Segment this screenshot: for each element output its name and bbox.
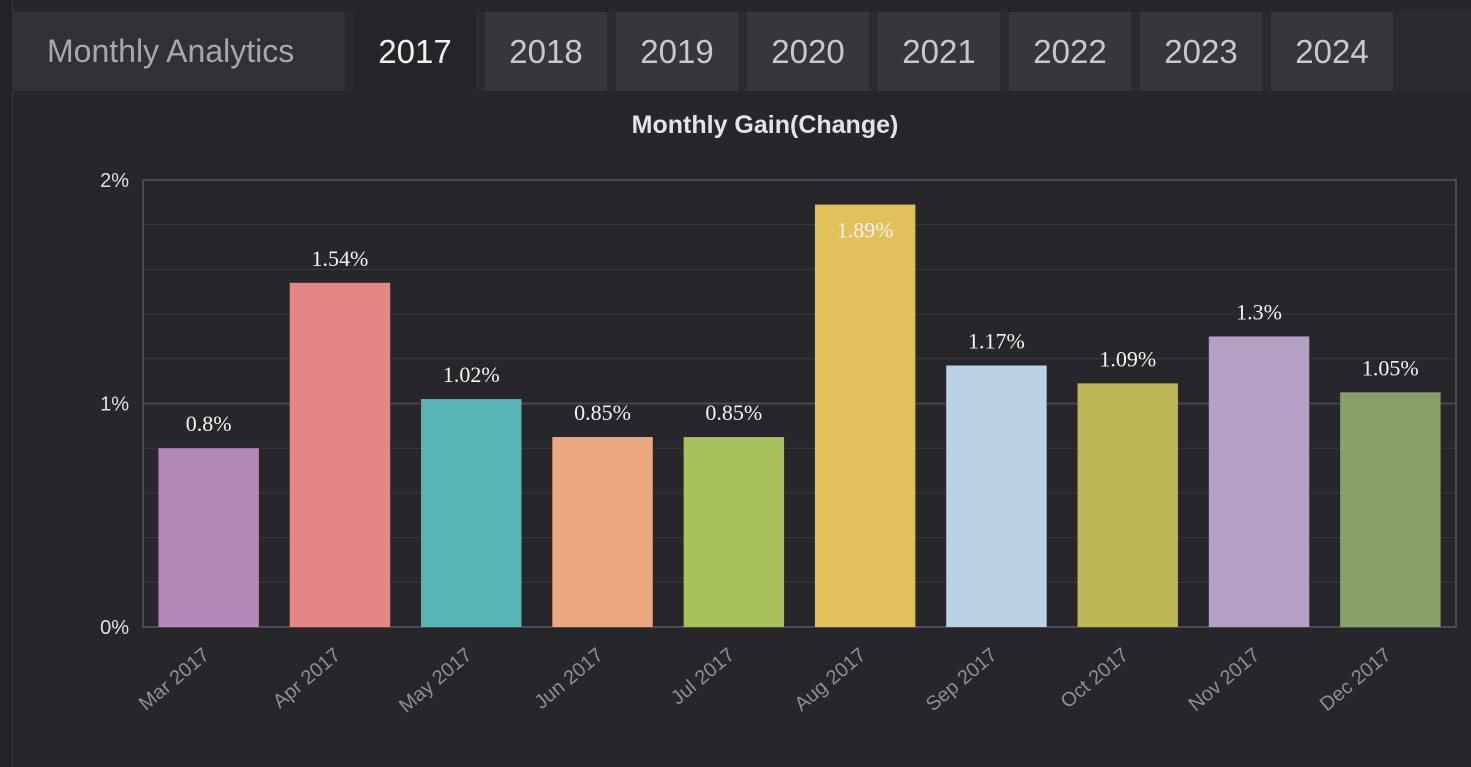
x-tick-label: Jul 2017	[667, 644, 739, 709]
tab-2017[interactable]: 2017	[354, 12, 476, 91]
y-axis-ticks: 0% 1% 2%	[100, 170, 129, 639]
tab-2023[interactable]: 2023	[1140, 12, 1262, 91]
data-label: 1.89%	[837, 218, 894, 243]
tab-2018[interactable]: 2018	[485, 12, 607, 91]
app-title: Monthly Analytics	[12, 12, 345, 91]
bar[interactable]	[158, 448, 259, 627]
data-label: 1.3%	[1236, 299, 1282, 324]
data-label: 1.05%	[1362, 355, 1419, 380]
bar[interactable]	[552, 437, 653, 627]
x-tick-label: Apr 2017	[269, 644, 345, 713]
bar[interactable]	[1077, 383, 1178, 627]
x-tick-label: Aug 2017	[791, 644, 871, 716]
data-label: 0.85%	[574, 400, 631, 425]
tab-2021[interactable]: 2021	[878, 12, 1000, 91]
bar[interactable]	[289, 282, 391, 627]
data-label: 0.8%	[186, 411, 232, 436]
data-label: 1.02%	[443, 362, 500, 387]
x-tick-label: May 2017	[395, 644, 476, 717]
tab-bar: Monthly Analytics 2017 2018 2019 2020 20…	[12, 12, 1471, 91]
tab-2020[interactable]: 2020	[747, 12, 869, 91]
data-labels: 0.8% 1.54% 1.02% 0.85% 0.85% 1.89% 1.17% 1.09% 1…	[186, 218, 1419, 437]
y-tick-label: 0%	[100, 617, 129, 639]
bars	[158, 204, 1441, 627]
bar[interactable]	[1340, 392, 1441, 627]
data-label: 1.17%	[968, 329, 1025, 354]
data-label: 0.85%	[705, 400, 762, 425]
tab-2024[interactable]: 2024	[1271, 12, 1393, 91]
x-tick-label: Jun 2017	[531, 644, 608, 714]
bar[interactable]	[946, 365, 1047, 627]
bar[interactable]	[1208, 336, 1310, 627]
bar[interactable]	[814, 204, 916, 627]
plot-frame	[142, 179, 1457, 628]
data-label: 1.54%	[312, 246, 369, 271]
x-axis-ticks: Mar 2017 Apr 2017 May 2017 Jun 2017 Jul 2017…	[135, 644, 1396, 717]
bar[interactable]	[421, 399, 522, 627]
y-tick-label: 2%	[100, 170, 129, 192]
data-label: 1.09%	[1099, 346, 1156, 371]
tab-2022[interactable]: 2022	[1009, 12, 1131, 91]
chart-title: Monthly Gain(Change)	[632, 111, 899, 139]
x-tick-label: Mar 2017	[135, 644, 214, 715]
x-tick-label: Nov 2017	[1185, 644, 1265, 716]
bar[interactable]	[683, 437, 785, 627]
x-tick-label: Dec 2017	[1316, 644, 1396, 716]
x-tick-label: Sep 2017	[922, 644, 1002, 716]
tab-2019[interactable]: 2019	[616, 12, 738, 91]
x-tick-label: Oct 2017	[1057, 644, 1133, 713]
y-tick-label: 1%	[100, 394, 129, 416]
